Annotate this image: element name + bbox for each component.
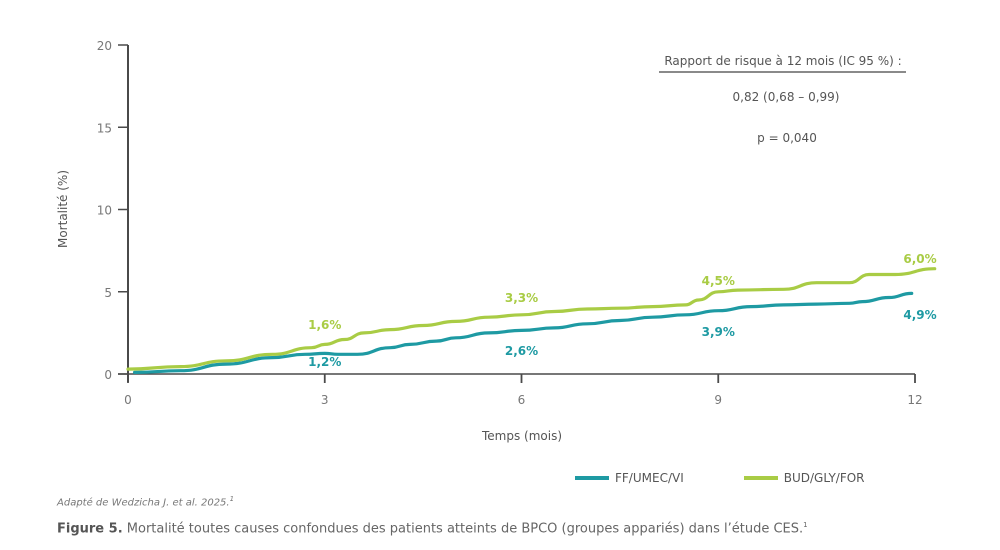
figure-number: Figure 5. bbox=[57, 521, 123, 537]
p-value: p = 0,040 bbox=[757, 131, 817, 145]
y-tick-label: 15 bbox=[97, 121, 112, 135]
figure-caption: Figure 5. Mortalité toutes causes confon… bbox=[57, 521, 808, 536]
y-tick-label: 5 bbox=[104, 286, 112, 300]
source-footnote: 1 bbox=[229, 495, 235, 503]
data-label: 3,9% bbox=[702, 325, 735, 339]
hazard-ratio-title: Rapport de risque à 12 mois (IC 95 %) : bbox=[664, 54, 901, 68]
series-lines bbox=[126, 267, 937, 374]
data-label: 3,3% bbox=[505, 291, 538, 305]
data-label: 6,0% bbox=[903, 252, 936, 266]
caption-text: Mortalité toutes causes confondues des p… bbox=[122, 521, 804, 537]
legend-swatch-bud-gly-for bbox=[743, 476, 778, 480]
mortality-line-chart: 0 5 10 15 20 0 3 6 9 12 1,2% 2,6% 3,9% 4,9% 1,6% 3,3% 4… bbox=[56, 39, 937, 443]
legend-item-ff-umec-vi: FF/UMEC/VI bbox=[575, 471, 684, 485]
hazard-ratio-value: 0,82 (0,68 – 0,99) bbox=[733, 90, 840, 104]
data-label: 2,6% bbox=[505, 344, 538, 358]
x-tick-label: 0 bbox=[124, 393, 132, 407]
data-label: 4,9% bbox=[903, 308, 936, 322]
source-note: Adapté de Wedzicha J. et al. 2025.1 bbox=[57, 495, 234, 508]
axes bbox=[118, 45, 915, 382]
series-line-bud-gly-for bbox=[126, 267, 937, 371]
legend: FF/UMEC/VI BUD/GLY/FOR bbox=[575, 471, 865, 485]
y-tick-label: 0 bbox=[104, 368, 112, 382]
ticks: 0 5 10 15 20 0 3 6 9 12 bbox=[97, 39, 923, 407]
x-tick-label: 9 bbox=[714, 393, 722, 407]
x-axis-title: Temps (mois) bbox=[481, 429, 562, 443]
data-label: 4,5% bbox=[702, 274, 735, 288]
source-text: Adapté de Wedzicha J. et al. 2025. bbox=[57, 497, 230, 509]
y-axis-title: Mortalité (%) bbox=[56, 170, 70, 248]
data-label: 1,2% bbox=[308, 355, 341, 369]
x-tick-label: 6 bbox=[518, 393, 526, 407]
data-labels: 1,2% 2,6% 3,9% 4,9% 1,6% 3,3% 4,5% 6,0% bbox=[308, 252, 937, 369]
legend-item-bud-gly-for: BUD/GLY/FOR bbox=[743, 471, 865, 485]
data-label: 1,6% bbox=[308, 318, 341, 332]
y-tick-label: 20 bbox=[97, 39, 112, 53]
legend-swatch-ff-umec-vi bbox=[575, 476, 609, 480]
x-tick-label: 12 bbox=[907, 393, 922, 407]
caption-footnote: 1 bbox=[803, 521, 808, 529]
legend-label: BUD/GLY/FOR bbox=[783, 471, 865, 485]
x-tick-label: 3 bbox=[321, 393, 329, 407]
y-tick-label: 10 bbox=[97, 204, 112, 218]
series-line-ff-umec-vi bbox=[133, 291, 914, 374]
legend-label: FF/UMEC/VI bbox=[615, 471, 684, 485]
